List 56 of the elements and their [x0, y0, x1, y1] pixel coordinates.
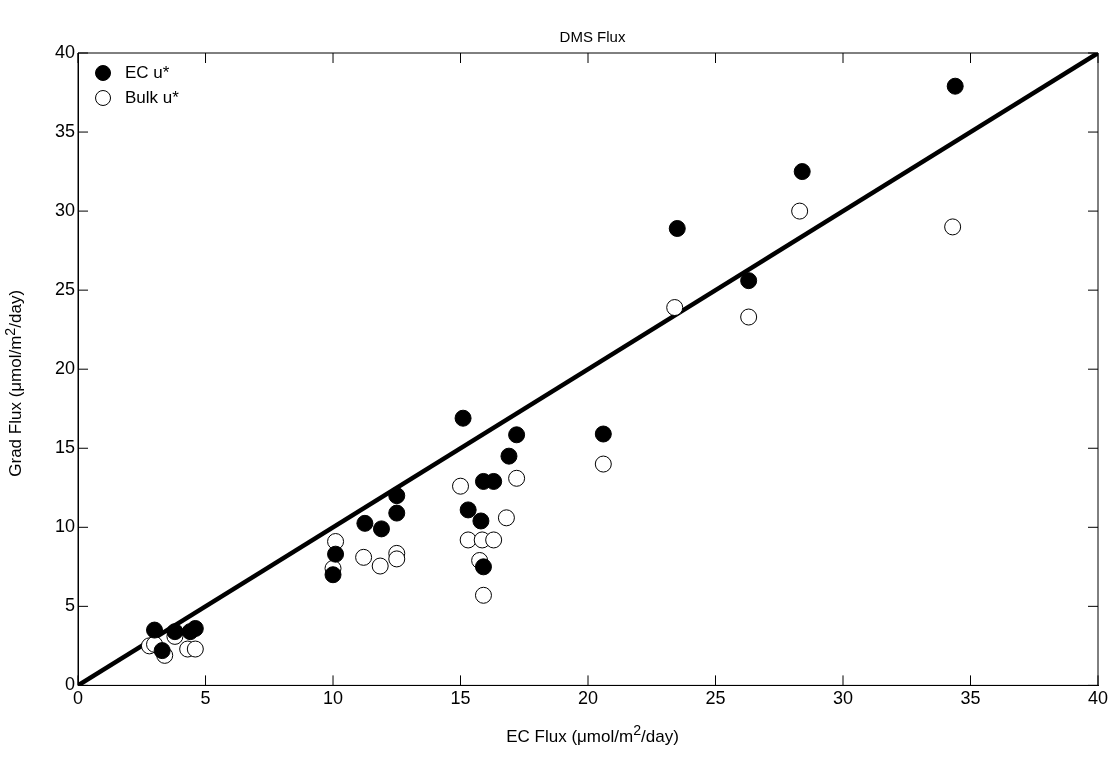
y-tick-label: 30 — [54, 200, 76, 221]
legend-label: EC u* — [125, 62, 170, 82]
point — [472, 512, 490, 530]
point — [944, 218, 962, 236]
legend-label: Bulk u* — [125, 87, 180, 107]
y-tick-label: 40 — [54, 41, 76, 62]
point — [740, 272, 758, 290]
point — [791, 202, 809, 220]
point — [355, 548, 373, 566]
x-tick-label: 40 — [1087, 688, 1109, 709]
point — [508, 426, 526, 444]
x-axis-title: EC Flux (μmol/m$^{2}$/day) — [505, 722, 680, 747]
point — [666, 299, 684, 317]
x-tick-label: 35 — [960, 688, 981, 709]
point — [485, 531, 503, 549]
point — [356, 514, 374, 532]
point — [793, 163, 811, 181]
y-tick-label: 10 — [54, 516, 76, 537]
point — [327, 545, 345, 563]
y-tick-label: 35 — [54, 121, 76, 142]
point — [946, 77, 964, 95]
point — [594, 425, 612, 443]
point — [186, 619, 204, 637]
point — [459, 501, 477, 519]
x-tick-label: 10 — [323, 688, 344, 709]
point — [454, 409, 472, 427]
point — [388, 550, 406, 568]
x-tick-label: 20 — [578, 688, 599, 709]
x-tick-label: 15 — [450, 688, 471, 709]
y-tick-label: 20 — [54, 358, 76, 379]
point — [324, 566, 342, 584]
x-tick-label: 25 — [705, 688, 726, 709]
point — [146, 621, 164, 639]
point — [497, 509, 515, 527]
point — [388, 487, 406, 505]
point — [372, 520, 390, 538]
point — [594, 455, 612, 473]
point — [508, 469, 526, 487]
y-tick-label: 15 — [54, 437, 76, 458]
chart-title: DMS Flux — [558, 28, 627, 45]
point — [153, 642, 171, 660]
point — [186, 640, 204, 658]
x-tick-label: 5 — [200, 688, 211, 709]
y-tick-label: 5 — [65, 595, 76, 616]
point — [388, 504, 406, 522]
point — [740, 308, 758, 326]
point — [500, 447, 518, 465]
x-tick-label: 30 — [832, 688, 854, 709]
point — [459, 531, 477, 549]
y-tick-label: 25 — [54, 279, 76, 300]
point — [452, 477, 470, 495]
point — [668, 219, 686, 237]
point — [474, 586, 492, 604]
point — [166, 623, 184, 641]
point — [474, 558, 492, 576]
point — [371, 557, 389, 575]
